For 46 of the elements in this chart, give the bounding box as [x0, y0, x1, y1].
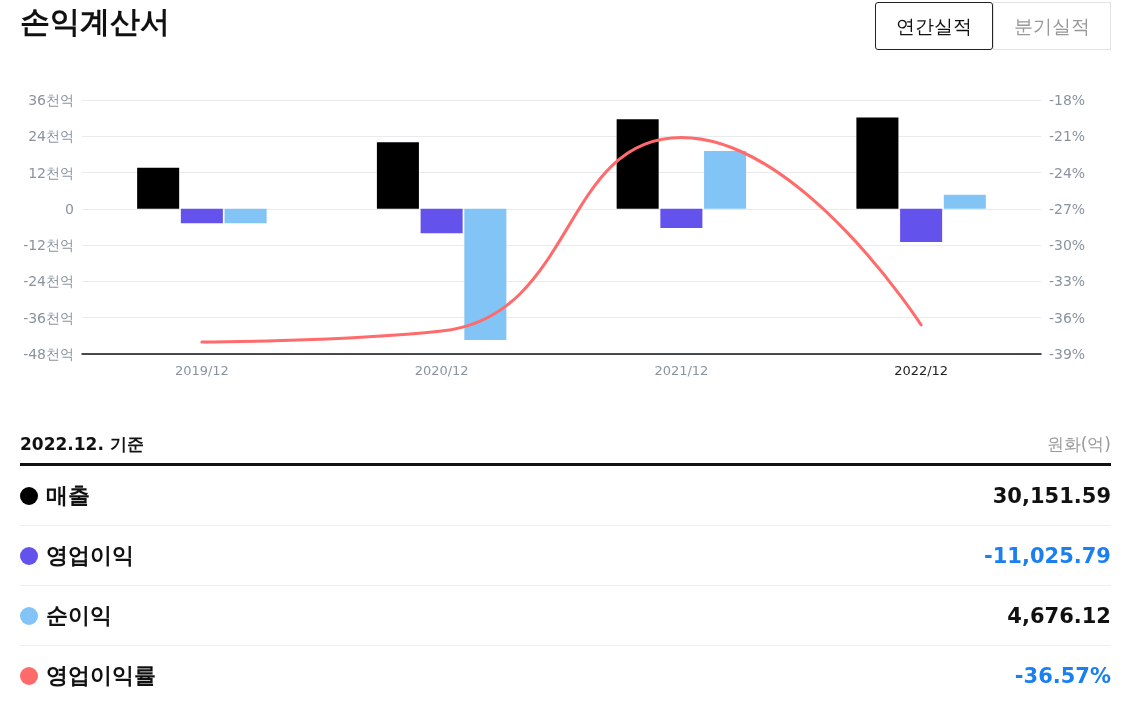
text: 4,676.12	[1007, 603, 1111, 628]
x-tick-label: 2019/12	[174, 363, 229, 378]
chart-title: 손익계산서	[20, 3, 170, 41]
legend-label: 영업이익률	[45, 661, 156, 690]
y-tick-label: 24천억	[28, 128, 74, 145]
bar	[616, 119, 659, 209]
x-tick-label: 2021/12	[654, 363, 709, 378]
y-tick-label: -12천억	[23, 237, 74, 254]
bar	[943, 194, 986, 209]
y2-tick-label: -30%	[1049, 237, 1086, 254]
bar	[660, 208, 703, 228]
x-tick-label: 2022/12	[894, 363, 949, 378]
bar	[224, 208, 267, 224]
text: 분기실적	[993, 2, 1111, 50]
line-series	[200, 136, 923, 344]
legend-label: 매출	[45, 481, 90, 510]
bar	[420, 208, 463, 234]
bar	[704, 151, 747, 209]
legend-label: 영업이익	[45, 541, 134, 570]
text: 30,151.59	[992, 483, 1111, 508]
bar	[137, 167, 180, 209]
bar	[856, 117, 899, 209]
text: -11,025.79	[984, 543, 1111, 568]
y-tick-label: 0	[65, 200, 74, 217]
legend-label: 순이익	[45, 601, 112, 630]
y-tick-label: 36천억	[28, 92, 74, 108]
text: 원화(억)	[1046, 432, 1111, 456]
y-tick-label: -36천억	[23, 309, 74, 326]
bar	[376, 142, 419, 209]
x-tick-label: 2020/12	[414, 363, 469, 378]
y-tick-label: -24천억	[23, 273, 74, 290]
y2-tick-label: -27%	[1049, 200, 1086, 217]
bar	[180, 208, 223, 224]
y2-tick-label: -18%	[1049, 92, 1086, 108]
y2-tick-label: -36%	[1049, 309, 1086, 326]
bar	[464, 208, 507, 341]
y2-tick-label: -24%	[1049, 164, 1086, 181]
y2-tick-label: -39%	[1049, 346, 1086, 362]
text: 연간실적	[875, 2, 993, 50]
y-tick-label: -48천억	[23, 346, 74, 362]
text: 2022.12. 기준	[20, 432, 144, 456]
y2-tick-label: -21%	[1049, 128, 1086, 145]
bar	[900, 208, 943, 243]
y2-tick-label: -33%	[1049, 273, 1086, 290]
y-tick-label: 12천억	[28, 164, 74, 181]
text: -36.57%	[1014, 663, 1111, 688]
